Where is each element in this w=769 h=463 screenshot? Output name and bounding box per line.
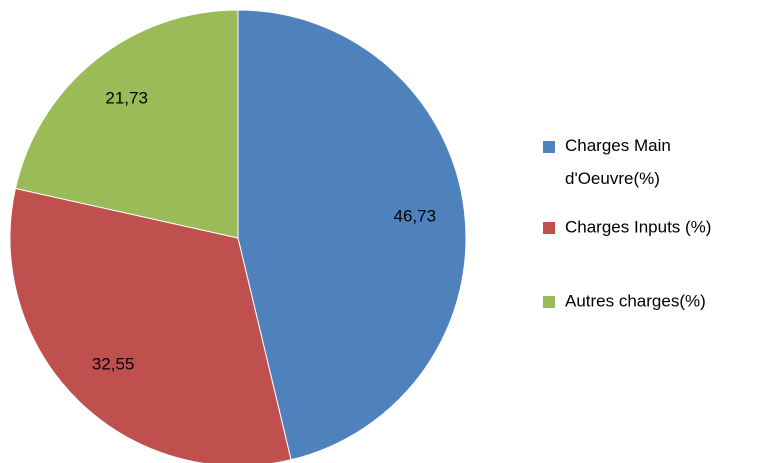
pie-slice bbox=[9, 187, 292, 463]
legend-swatch bbox=[543, 296, 555, 308]
pie-slice bbox=[14, 9, 239, 239]
legend-swatch bbox=[543, 222, 555, 234]
legend-label: Charges Inputs (%) bbox=[565, 217, 711, 236]
legend-swatch bbox=[543, 141, 555, 153]
legend-line: Charges Main bbox=[565, 136, 671, 155]
data-label: 21,73 bbox=[105, 89, 148, 108]
legend-line: d'Oeuvre(%) bbox=[565, 169, 660, 188]
legend-label: Charges Main d'Oeuvre(%) bbox=[565, 136, 671, 188]
legend-label: Autres charges(%) bbox=[565, 291, 706, 310]
data-label: 32,55 bbox=[92, 354, 135, 373]
data-label: 46,73 bbox=[394, 207, 437, 226]
pie-slice bbox=[237, 9, 467, 461]
